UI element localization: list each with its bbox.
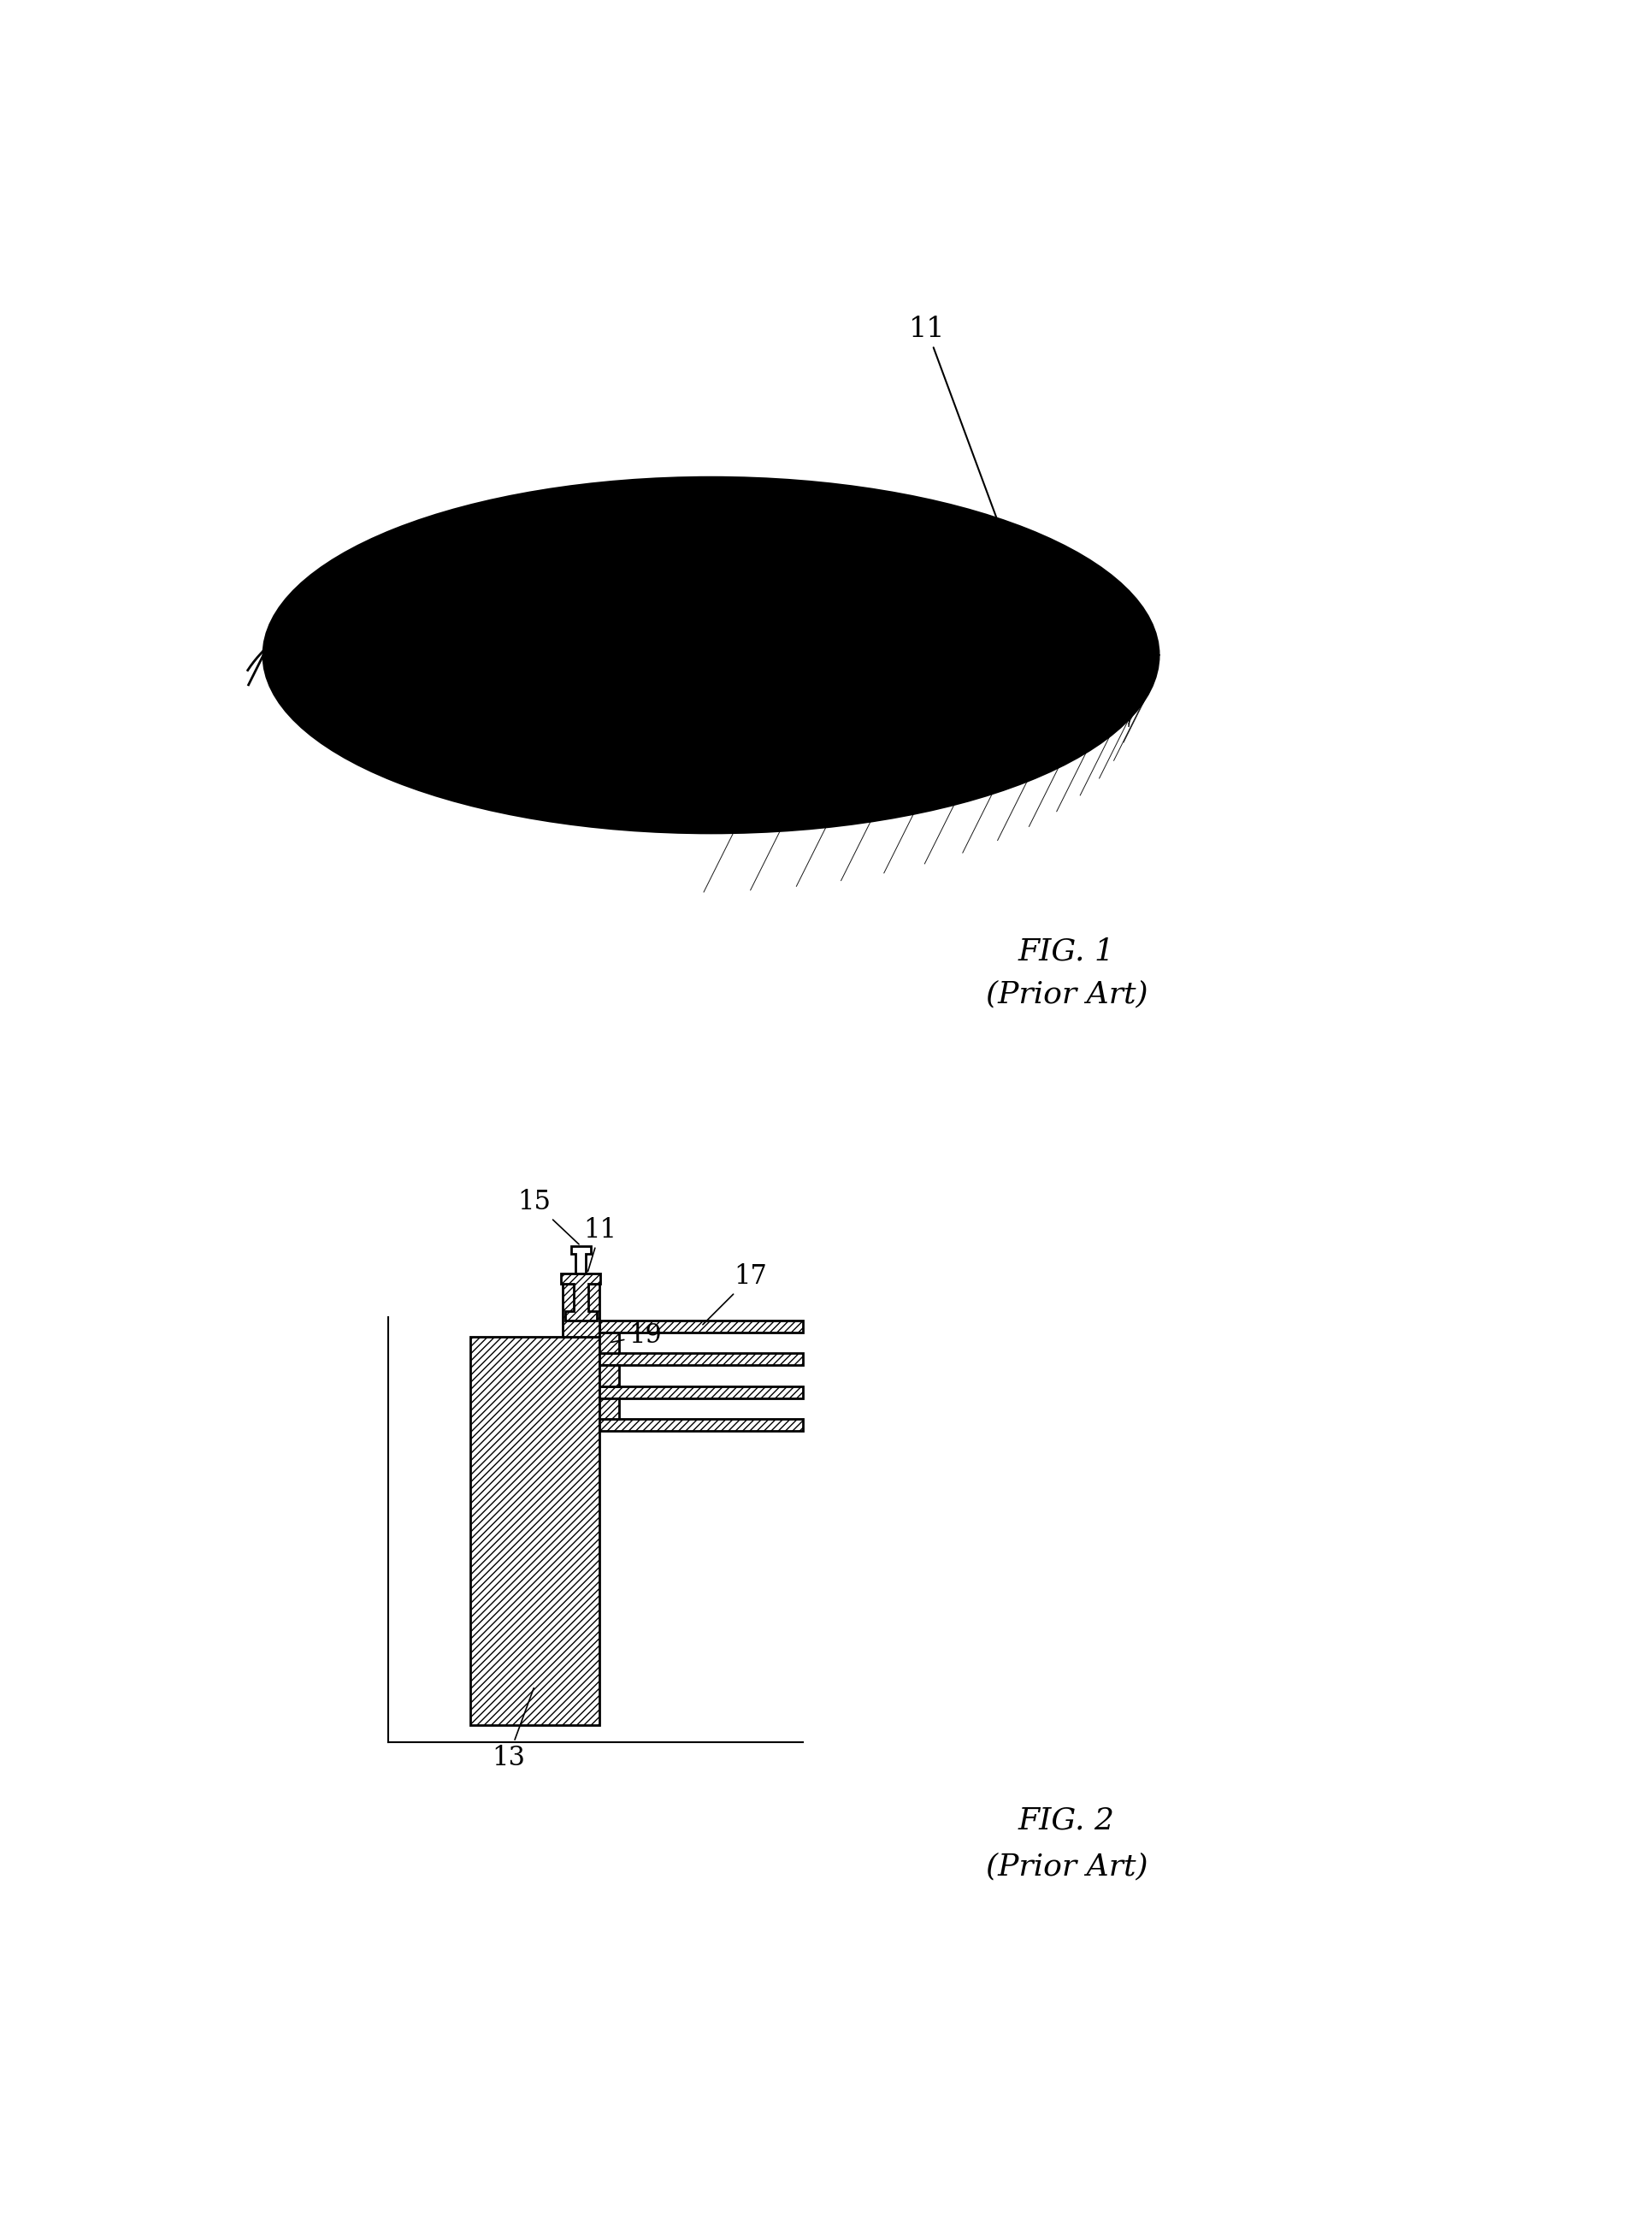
Ellipse shape: [540, 635, 577, 698]
Ellipse shape: [601, 693, 679, 727]
Bar: [600, 1320, 803, 1333]
Text: (Prior Art): (Prior Art): [986, 1853, 1148, 1882]
Ellipse shape: [552, 669, 623, 715]
Polygon shape: [572, 1247, 590, 1273]
Polygon shape: [562, 1273, 600, 1320]
Ellipse shape: [841, 642, 882, 700]
Ellipse shape: [798, 678, 861, 713]
Ellipse shape: [555, 593, 628, 638]
Text: 13: 13: [492, 1689, 534, 1771]
Text: 11: 11: [583, 1218, 618, 1271]
Ellipse shape: [596, 609, 826, 702]
Bar: [600, 1398, 620, 1420]
Bar: [600, 1398, 620, 1420]
Bar: [563, 1284, 600, 1338]
Ellipse shape: [800, 595, 871, 640]
Text: 15: 15: [517, 1189, 578, 1244]
Bar: [563, 1284, 600, 1338]
Ellipse shape: [557, 673, 618, 711]
Bar: [600, 1320, 803, 1333]
Bar: [471, 1338, 600, 1724]
Ellipse shape: [676, 578, 755, 609]
Ellipse shape: [263, 478, 1158, 833]
Bar: [600, 1420, 803, 1431]
Ellipse shape: [838, 635, 887, 704]
Bar: [600, 1333, 620, 1353]
Ellipse shape: [613, 584, 681, 611]
Ellipse shape: [535, 607, 585, 673]
Ellipse shape: [585, 604, 838, 707]
Bar: [600, 1387, 803, 1398]
Ellipse shape: [735, 695, 814, 729]
Ellipse shape: [560, 598, 623, 633]
Ellipse shape: [805, 598, 866, 638]
Bar: [600, 1364, 620, 1387]
Ellipse shape: [672, 707, 742, 729]
Polygon shape: [636, 478, 1158, 893]
Ellipse shape: [793, 673, 866, 718]
Text: FIG. 2: FIG. 2: [1018, 1806, 1115, 1835]
Bar: [600, 1353, 803, 1364]
Ellipse shape: [608, 582, 686, 615]
Bar: [600, 1420, 803, 1431]
Ellipse shape: [527, 582, 895, 729]
Bar: [600, 1353, 803, 1364]
Ellipse shape: [322, 500, 1100, 809]
Ellipse shape: [748, 587, 816, 613]
Ellipse shape: [539, 611, 582, 669]
Text: 11: 11: [909, 316, 1077, 735]
Ellipse shape: [743, 582, 821, 618]
Bar: [600, 1364, 620, 1387]
Ellipse shape: [742, 700, 808, 724]
Ellipse shape: [681, 582, 750, 604]
Bar: [600, 1333, 620, 1353]
Ellipse shape: [841, 607, 885, 680]
Ellipse shape: [606, 698, 674, 724]
Ellipse shape: [667, 702, 747, 733]
Text: 19: 19: [611, 1322, 662, 1349]
Ellipse shape: [844, 611, 882, 673]
Ellipse shape: [537, 631, 582, 704]
Text: FIG. 1: FIG. 1: [1018, 938, 1115, 967]
Text: (Prior Art): (Prior Art): [986, 980, 1148, 1009]
Bar: [471, 1338, 600, 1724]
Text: 17: 17: [702, 1264, 767, 1324]
Bar: [600, 1387, 803, 1398]
